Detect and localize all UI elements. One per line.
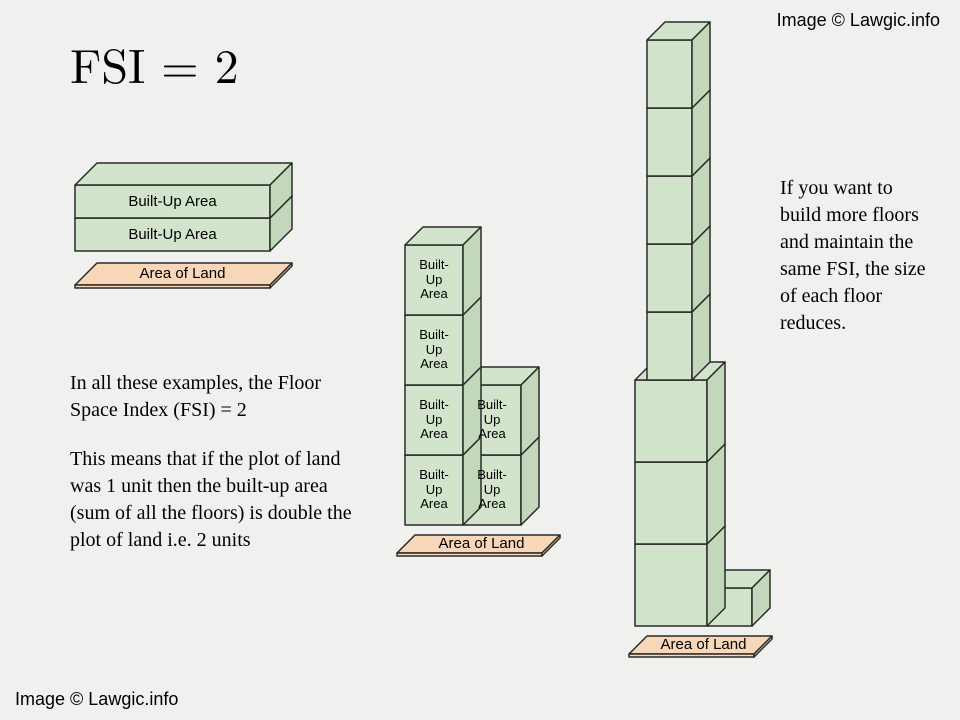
diagram-canvas (0, 0, 960, 720)
